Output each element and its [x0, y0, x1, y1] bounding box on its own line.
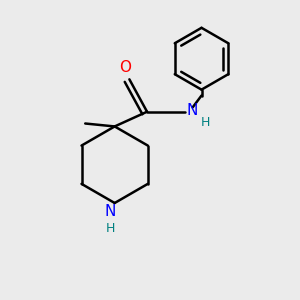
- Text: H: H: [201, 116, 210, 128]
- Text: O: O: [119, 60, 131, 75]
- Text: N: N: [105, 205, 116, 220]
- Text: H: H: [106, 222, 115, 235]
- Text: N: N: [187, 103, 198, 118]
